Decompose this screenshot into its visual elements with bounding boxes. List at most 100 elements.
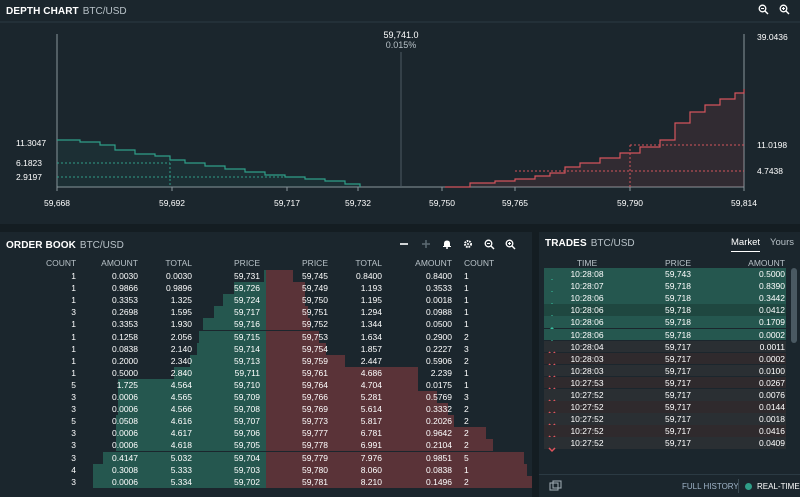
gear-icon[interactable] — [461, 237, 475, 251]
ask-total: 5.614 — [360, 404, 382, 415]
popout-icon[interactable] — [549, 479, 565, 493]
bid-amount: 0.0006 — [112, 428, 138, 439]
ask-depth-bar — [266, 463, 528, 476]
bid-amount: 0.0006 — [112, 476, 138, 487]
tab-yours[interactable]: Yours — [770, 237, 794, 248]
bid-price: 59,716 — [234, 319, 260, 330]
tab-market[interactable]: Market — [731, 237, 761, 252]
bid-count: 3 — [71, 428, 76, 439]
trade-price: 59,717 — [665, 377, 691, 388]
bid-amount: 1.725 — [116, 379, 138, 390]
x-tick-label: 59,750 — [429, 198, 455, 208]
bid-total: 2.340 — [170, 355, 192, 366]
trade-time: 10:28:06 — [570, 329, 604, 340]
order-book-title: ORDER BOOK — [6, 239, 76, 251]
depth-chart-pair: BTC/USD — [82, 5, 127, 17]
bid-total: 4.617 — [170, 428, 192, 439]
bid-total: 4.618 — [170, 440, 192, 451]
zoom-in-icon[interactable] — [779, 4, 793, 18]
trade-row — [544, 376, 786, 389]
depth-left-label: 2.9197 — [16, 172, 42, 182]
ask-amount: 0.3533 — [426, 283, 452, 294]
bid-count: 1 — [71, 343, 76, 354]
trade-row — [544, 340, 786, 353]
order-book-column-header: AMOUNT — [415, 258, 452, 268]
bid-price: 59,711 — [234, 367, 260, 378]
trades-scrollbar[interactable] — [791, 268, 797, 343]
chevron-up-icon — [548, 283, 556, 296]
zoom-out-icon[interactable] — [758, 4, 772, 18]
bid-price: 59,726 — [234, 283, 260, 294]
trade-time: 10:28:06 — [570, 293, 604, 304]
ask-depth-bar — [266, 378, 419, 391]
trades-header: TRADES BTC/USD — [539, 232, 800, 254]
chevron-up-icon — [548, 307, 556, 320]
trade-row — [544, 437, 786, 449]
chevron-up-icon — [548, 295, 556, 308]
decrease-precision-icon[interactable] — [397, 237, 411, 251]
ask-price: 59,781 — [302, 476, 328, 487]
bid-amount: 0.0030 — [112, 271, 138, 281]
bid-price: 59,715 — [234, 331, 260, 342]
trade-time: 10:28:06 — [570, 305, 604, 316]
ask-count: 2 — [464, 416, 469, 427]
book-zoom-in-icon[interactable] — [503, 237, 517, 251]
trades-footer: FULL HISTORY REAL-TIME — [539, 474, 800, 497]
bid-amount: 0.0508 — [112, 416, 138, 427]
ask-depth-bar — [266, 427, 486, 440]
trade-row — [544, 316, 786, 328]
bid-price: 59,705 — [234, 440, 260, 451]
ask-line — [445, 89, 745, 188]
book-zoom-out-icon[interactable] — [482, 237, 496, 251]
increase-precision-icon[interactable] — [419, 237, 433, 251]
depth-right-label: 11.0198 — [757, 140, 787, 150]
order-book-column-header: TOTAL — [165, 258, 192, 268]
bid-depth-bar — [199, 330, 266, 343]
ask-amount: 0.9851 — [426, 452, 452, 463]
bid-count: 5 — [71, 416, 76, 427]
depth-right-label: 39.0436 — [757, 32, 788, 42]
trade-amount: 0.0002 — [759, 353, 785, 364]
trade-price: 59,718 — [665, 329, 691, 340]
ask-total: 1.294 — [360, 307, 382, 318]
order-book-column-header: PRICE — [234, 258, 260, 268]
trade-time: 10:28:03 — [570, 353, 604, 364]
bid-depth-bar — [196, 342, 266, 355]
trades-title: TRADES — [545, 237, 587, 249]
bid-price: 59,717 — [234, 307, 260, 318]
ask-count: 3 — [464, 392, 469, 402]
ask-total: 6.991 — [360, 440, 382, 451]
ask-amount: 0.2026 — [426, 416, 452, 427]
ask-price: 59,749 — [302, 283, 328, 294]
chevron-down-icon — [548, 380, 556, 392]
trade-time: 10:27:52 — [570, 402, 604, 413]
bid-count: 3 — [71, 476, 76, 487]
chevron-down-icon — [548, 416, 556, 429]
bell-icon[interactable] — [440, 237, 454, 251]
bid-depth-bar — [116, 415, 266, 428]
ask-amount: 0.9642 — [426, 428, 452, 439]
panel-divider — [532, 232, 539, 497]
ask-amount: 0.2227 — [426, 343, 452, 354]
x-tick-label: 59,732 — [345, 198, 371, 208]
bid-depth-bar — [93, 463, 266, 476]
bid-count: 1 — [71, 295, 76, 306]
bid-count: 3 — [71, 404, 76, 415]
bid-amount: 0.1258 — [112, 331, 138, 342]
ask-count: 2 — [464, 355, 469, 366]
ask-depth-bar — [266, 475, 532, 488]
ask-count: 5 — [464, 452, 469, 463]
bid-total: 4.564 — [170, 379, 192, 390]
trade-row — [544, 425, 786, 437]
bid-total: 5.334 — [170, 476, 192, 487]
bid-count: 1 — [71, 283, 76, 294]
trade-row — [544, 364, 786, 377]
full-history-link[interactable]: FULL HISTORY — [682, 482, 739, 491]
trade-row — [544, 268, 786, 280]
bid-amount: 0.3008 — [112, 464, 138, 475]
ask-price: 59,764 — [302, 379, 328, 390]
bid-total: 1.930 — [170, 319, 192, 330]
trade-price: 59,718 — [665, 293, 691, 304]
ask-price: 59,753 — [302, 331, 328, 342]
realtime-status-dot — [745, 483, 752, 490]
